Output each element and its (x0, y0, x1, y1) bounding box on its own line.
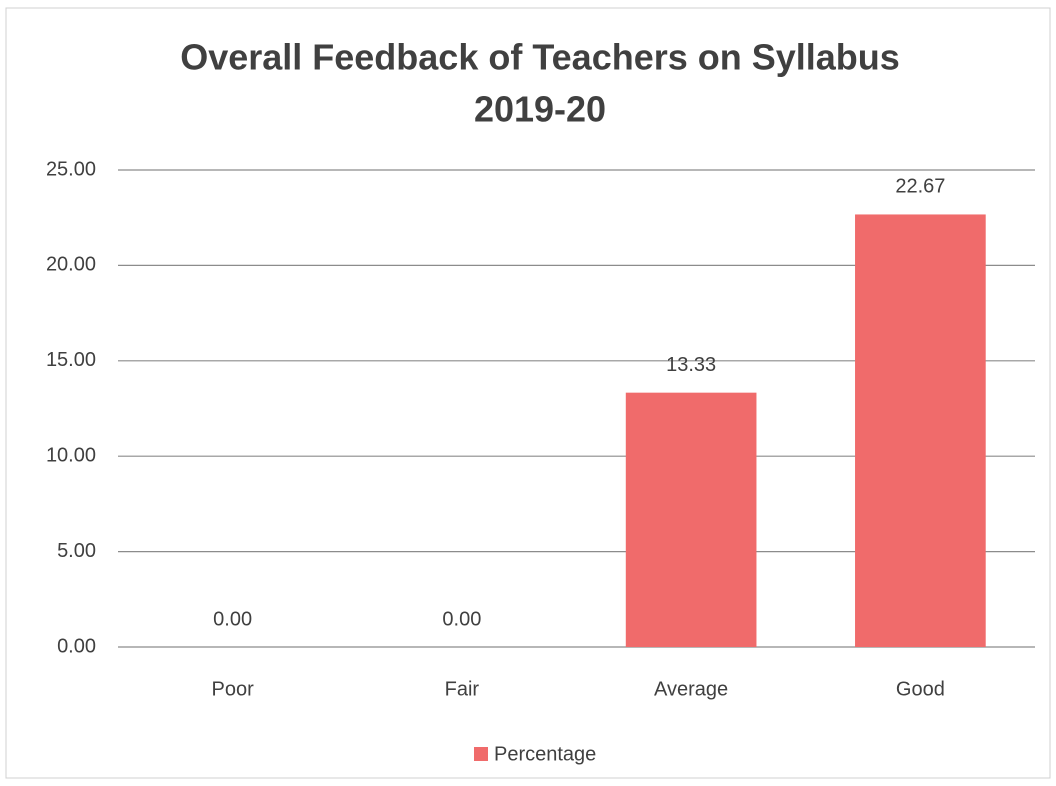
y-tick-label: 15.00 (46, 349, 96, 371)
bar (855, 214, 986, 647)
data-label: 22.67 (895, 176, 945, 198)
data-label: 13.33 (666, 354, 716, 376)
x-tick-label: Poor (212, 678, 255, 700)
legend-swatch (474, 747, 488, 761)
y-tick-label: 20.00 (46, 254, 96, 276)
y-tick-label: 10.00 (46, 444, 96, 466)
bar (625, 392, 757, 647)
x-tick-label: Fair (445, 678, 480, 700)
y-tick-label: 5.00 (57, 540, 96, 562)
y-tick-label: 25.00 (46, 158, 96, 180)
y-tick-label: 0.00 (57, 635, 96, 657)
x-tick-label: Good (896, 678, 945, 700)
chart-title: Overall Feedback of Teachers on Syllabus (180, 37, 900, 78)
data-label: 0.00 (213, 608, 252, 630)
data-label: 0.00 (442, 608, 481, 630)
legend-label: Percentage (494, 743, 596, 765)
x-tick-label: Average (654, 678, 728, 700)
chart-title: 2019-20 (474, 89, 606, 130)
